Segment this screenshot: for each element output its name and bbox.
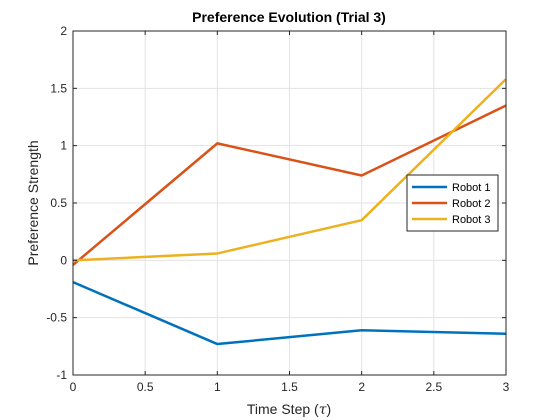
x-axis-title-prefix: Time Step ( xyxy=(247,401,319,417)
y-tick-label: 0.5 xyxy=(50,196,67,210)
x-tick-label: 2.5 xyxy=(425,380,442,394)
y-tick-label: -1 xyxy=(56,368,67,382)
x-axis-title-suffix: ) xyxy=(326,401,331,417)
x-axis-title: Time Step (τ) xyxy=(247,401,331,418)
x-tick-label: 2 xyxy=(358,380,365,394)
y-tick-label: 1.5 xyxy=(50,81,67,95)
x-tick-label: 0.5 xyxy=(137,380,154,394)
x-tick-label: 3 xyxy=(503,380,510,394)
x-tick-label: 0 xyxy=(70,380,77,394)
legend-label: Robot 3 xyxy=(452,214,491,226)
x-tick-label: 1 xyxy=(214,380,221,394)
y-axis-title: Preference Strength xyxy=(25,140,41,265)
y-tick-label: 2 xyxy=(60,24,67,38)
legend-label: Robot 2 xyxy=(452,198,491,210)
chart-title: Preference Evolution (Trial 3) xyxy=(192,9,386,25)
y-tick-label: 1 xyxy=(60,139,67,153)
x-tick-label: 1.5 xyxy=(281,380,298,394)
y-tick-label: 0 xyxy=(60,253,67,267)
legend: Robot 1 Robot 2 Robot 3 xyxy=(407,175,498,231)
y-tick-label: -0.5 xyxy=(46,311,67,325)
legend-label: Robot 1 xyxy=(452,182,491,194)
